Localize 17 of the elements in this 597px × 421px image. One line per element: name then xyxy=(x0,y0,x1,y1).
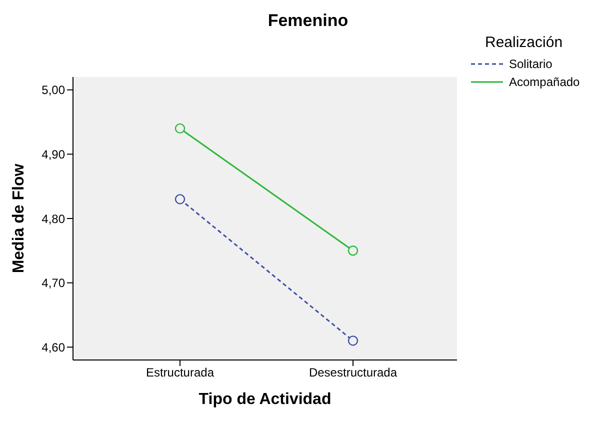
point xyxy=(348,246,358,256)
y-axis-title: Media de Flow xyxy=(10,163,28,274)
chart-title: Femenino xyxy=(266,10,350,32)
x-tick-label: Estructurada xyxy=(146,366,214,380)
legend-label: Acompañado xyxy=(509,75,580,89)
point xyxy=(174,123,186,134)
legend-label: Solitario xyxy=(509,57,552,71)
point xyxy=(174,194,186,204)
x-axis-title: Tipo de Actividad xyxy=(198,391,332,408)
y-tick-label: 4,90 xyxy=(42,147,66,162)
point xyxy=(348,336,358,346)
y-tick-label: 4,60 xyxy=(42,340,66,354)
y-tick-label: 5,00 xyxy=(42,83,66,98)
x-tick-label: Desestructurada xyxy=(308,366,398,380)
y-tick-label: 4,80 xyxy=(42,212,66,226)
y-tick-label: 4,70 xyxy=(42,276,66,290)
legend-title: Realización xyxy=(484,34,564,51)
